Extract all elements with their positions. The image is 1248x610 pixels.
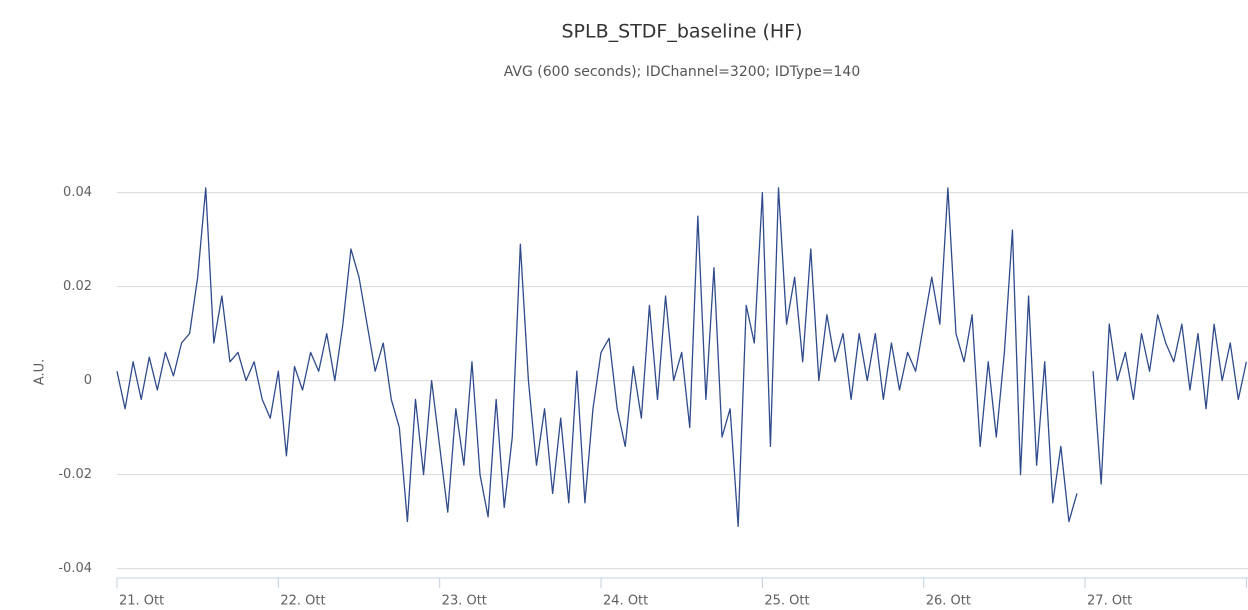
chart-title: SPLB_STDF_baseline (HF) [561,21,802,43]
data-line [116,187,1078,527]
y-tick-label: -0.04 [58,561,92,576]
chart-subtitle: AVG (600 seconds); IDChannel=3200; IDTyp… [504,64,860,80]
y-tick-label: 0.04 [63,185,92,200]
x-tick-label: 22. Ott [280,594,325,609]
x-tick-label: 25. Ott [764,594,809,609]
x-tick-label: 21. Ott [119,594,164,609]
x-tick-label: 27. Ott [1087,594,1132,609]
y-tick-label: 0 [84,373,92,388]
y-tick-label: -0.02 [58,467,92,482]
x-tick-label: 26. Ott [926,594,971,609]
y-tick-label: 0.02 [63,279,92,294]
x-tick-label: 23. Ott [442,594,487,609]
data-line [1092,314,1248,485]
y-axis-label: A.U. [33,359,48,385]
x-tick-label: 24. Ott [603,594,648,609]
